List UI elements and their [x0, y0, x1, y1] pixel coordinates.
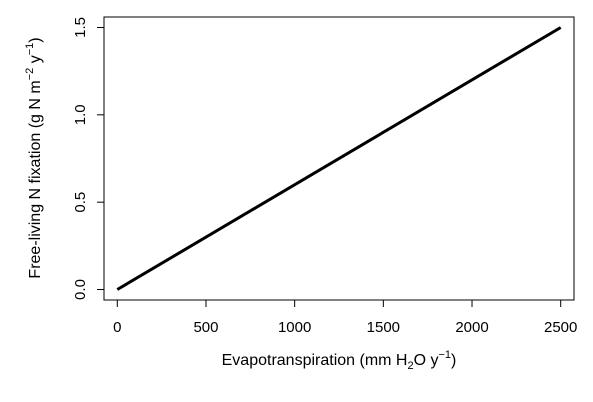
x-tick-label: 1000 — [278, 319, 311, 336]
y-axis: 0.0 0.5 1.0 1.5 — [72, 17, 105, 300]
x-tick-label: 1500 — [367, 319, 400, 336]
x-tick-label: 500 — [193, 319, 218, 336]
series-layer — [116, 26, 562, 291]
series-line — [116, 26, 562, 291]
x-tick-label: 2500 — [544, 319, 577, 336]
x-axis-title: Evapotranspiration (mm H2O y−1) — [222, 349, 457, 372]
y-axis-title: Free-living N fixation (g N m−2 y−1) — [24, 37, 44, 278]
y-tick-label: 1.0 — [72, 104, 89, 125]
x-tick-label: 0 — [113, 319, 121, 336]
y-tick-label: 0.0 — [72, 279, 89, 300]
y-tick-label: 0.5 — [72, 192, 89, 213]
x-axis: 0 500 1000 1500 2000 2500 — [113, 299, 577, 336]
x-tick-label: 2000 — [455, 319, 488, 336]
y-tick-label: 1.5 — [72, 17, 89, 38]
